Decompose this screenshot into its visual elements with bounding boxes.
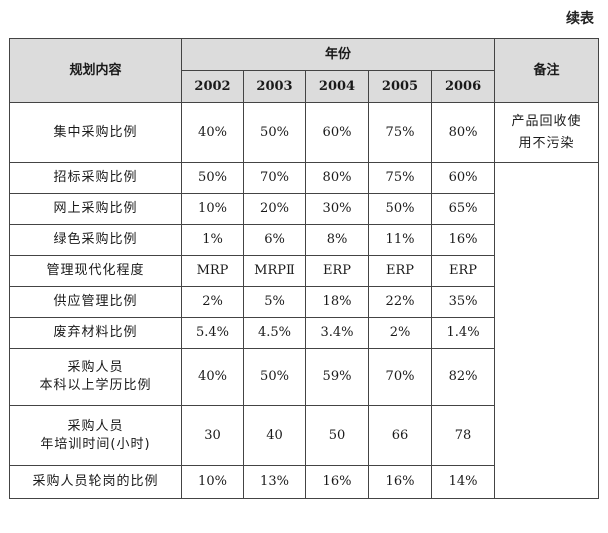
table-row: 管理现代化程度 MRP MRPⅡ ERP ERP ERP	[9, 255, 599, 287]
value-cell: 1%	[181, 224, 244, 256]
value-cell: 14%	[430, 465, 496, 499]
value-cell: 10%	[181, 465, 244, 499]
value-cell: 16%	[430, 224, 496, 256]
value-cell: 66	[368, 405, 432, 466]
row-label-line: 绿色采购比例	[53, 232, 138, 247]
value-cell: 2%	[368, 317, 432, 349]
row-label-line: 采购人员	[67, 360, 124, 375]
value-cell: 50%	[243, 348, 306, 406]
table-row: 采购人员轮岗的比例 10% 13% 16% 16% 14%	[9, 465, 599, 499]
row-label-line: 采购人员轮岗的比例	[32, 474, 159, 489]
value-cell: MRPⅡ	[243, 255, 306, 287]
value-cell: 4.5%	[243, 317, 306, 349]
table-row: 集中采购比例 40% 50% 60% 75% 80% 产品回收使 用不污染	[9, 102, 600, 163]
header-year: 2003	[243, 70, 306, 103]
row-label-line: 本科以上学历比例	[39, 378, 152, 393]
table-caption: 续表	[566, 11, 594, 27]
table-row: 采购人员 年培训时间(小时) 30 40 50 66 78	[9, 405, 599, 466]
value-cell: 10%	[181, 193, 244, 225]
row-label-line: 管理现代化程度	[46, 263, 145, 278]
row-label-line: 采购人员	[67, 418, 124, 434]
row-label: 绿色采购比例	[9, 224, 182, 256]
row-label-line: 废弃材料比例	[53, 325, 138, 340]
header-year: 2004	[305, 70, 369, 103]
value-cell: 75%	[368, 102, 432, 163]
row-label: 采购人员轮岗的比例	[9, 465, 182, 499]
row-label: 供应管理比例	[9, 286, 182, 318]
value-cell: 1.4%	[430, 317, 496, 349]
value-cell: 50%	[368, 193, 432, 225]
value-cell: 40%	[181, 102, 244, 163]
note-line: 产品回收使	[511, 113, 582, 129]
value-cell: 70%	[368, 348, 432, 406]
header-year-group: 年份	[180, 38, 496, 71]
value-cell: MRP	[181, 255, 244, 287]
value-cell: 50%	[243, 102, 306, 163]
value-cell: 78	[430, 405, 496, 466]
row-label-line: 招标采购比例	[53, 170, 138, 185]
value-cell: 50%	[181, 162, 244, 194]
value-cell: 6%	[243, 224, 306, 256]
value-cell: 18%	[305, 286, 369, 318]
value-cell: 8%	[305, 224, 369, 256]
row-label: 网上采购比例	[9, 193, 182, 225]
value-cell: 20%	[243, 193, 306, 225]
row-label: 集中采购比例	[9, 102, 182, 163]
row-label: 招标采购比例	[9, 162, 182, 194]
row-label: 废弃材料比例	[9, 317, 182, 349]
value-cell: 30	[181, 405, 244, 466]
table-row: 绿色采购比例 1% 6% 8% 11% 16%	[9, 224, 599, 256]
row-label-line: 供应管理比例	[53, 294, 138, 309]
value-cell: ERP	[430, 255, 496, 287]
value-cell: 80%	[305, 162, 369, 194]
value-cell: 60%	[305, 102, 369, 163]
value-cell: 40%	[181, 348, 244, 406]
value-cell: 60%	[430, 162, 496, 194]
header-year: 2002	[181, 70, 244, 103]
value-cell: ERP	[305, 255, 369, 287]
row-label: 管理现代化程度	[9, 255, 182, 287]
value-cell: 22%	[368, 286, 432, 318]
note-empty-cell	[494, 162, 600, 499]
value-cell: 3.4%	[305, 317, 369, 349]
value-cell: 59%	[305, 348, 369, 406]
table-row: 采购人员 本科以上学历比例 40% 50% 59% 70% 82%	[9, 348, 599, 406]
value-cell: 16%	[305, 465, 369, 499]
header-year: 2005	[368, 70, 432, 103]
table-row: 供应管理比例 2% 5% 18% 22% 35%	[9, 286, 599, 318]
header-note: 备注	[494, 38, 600, 103]
header-year: 2006	[430, 70, 496, 103]
value-cell: 2%	[181, 286, 244, 318]
value-cell: 65%	[430, 193, 496, 225]
value-cell: 70%	[243, 162, 306, 194]
value-cell: 5.4%	[181, 317, 244, 349]
table-row: 废弃材料比例 5.4% 4.5% 3.4% 2% 1.4%	[9, 317, 599, 349]
value-cell: 13%	[243, 465, 306, 499]
value-cell: 5%	[243, 286, 306, 318]
row-label-line: 年培训时间(小时)	[40, 436, 151, 452]
value-cell: 40	[243, 405, 306, 466]
value-cell: 11%	[368, 224, 432, 256]
procurement-plan-table: 规划内容 年份 备注 2002 2003 2004 2005 2006 集中采购…	[9, 38, 600, 499]
value-cell: 82%	[430, 348, 496, 406]
value-cell: 30%	[305, 193, 369, 225]
header-content: 规划内容	[9, 38, 182, 103]
table-row: 招标采购比例 50% 70% 80% 75% 60%	[9, 162, 600, 499]
value-cell: 35%	[430, 286, 496, 318]
value-cell: 16%	[368, 465, 432, 499]
note-line: 用不污染	[518, 135, 575, 151]
value-cell: 50	[305, 405, 369, 466]
value-cell: 75%	[368, 162, 432, 194]
note-cell: 产品回收使 用不污染	[494, 102, 600, 163]
value-cell: 80%	[430, 102, 496, 163]
row-label-line: 集中采购比例	[53, 124, 138, 140]
row-label: 采购人员本科以上学历比例	[9, 348, 182, 406]
table-row: 网上采购比例 10% 20% 30% 50% 65%	[9, 193, 599, 225]
row-label: 采购人员年培训时间(小时)	[9, 405, 182, 466]
value-cell: ERP	[368, 255, 432, 287]
row-label-line: 网上采购比例	[53, 201, 138, 216]
